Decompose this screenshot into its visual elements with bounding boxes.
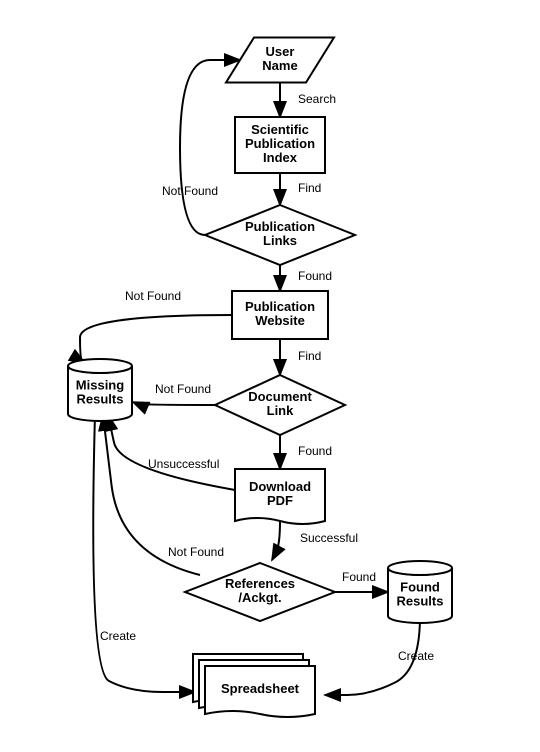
node-spreadsheet: Spreadsheet — [193, 654, 315, 717]
node-label-user_name: UserName — [262, 44, 297, 73]
node-label-missing_results: MissingResults — [76, 378, 124, 407]
svg-text:MissingResults: MissingResults — [76, 378, 124, 407]
node-found_results: FoundResults — [388, 561, 452, 623]
edge-label-e_doclink_dl: Found — [298, 444, 332, 458]
node-user_name: UserName — [226, 38, 334, 83]
flowchart-canvas: UserName ScientificPublicationIndex Public… — [0, 0, 540, 752]
node-label-spreadsheet: Spreadsheet — [221, 681, 300, 696]
node-label-found_results: FoundResults — [397, 580, 444, 609]
svg-text:FoundResults: FoundResults — [397, 580, 444, 609]
node-label-pub_website: PublicationWebsite — [245, 299, 315, 328]
edge-label-e_web_doclink: Find — [298, 349, 321, 363]
svg-text:PublicationWebsite: PublicationWebsite — [245, 299, 315, 328]
edge-e_doclink_missing — [133, 402, 215, 405]
edge-label-e_sci_publinks: Find — [298, 181, 321, 195]
edge-e_dl_missing — [108, 415, 235, 490]
edge-e_web_missing — [80, 315, 232, 363]
node-missing_results: MissingResults — [68, 359, 132, 421]
node-pub_website: PublicationWebsite — [232, 291, 328, 339]
edge-label-e_doclink_missing: Not Found — [155, 382, 211, 396]
edge-label-e_publinks_web: Found — [298, 269, 332, 283]
edge-e_publinks_user — [180, 60, 240, 235]
edge-label-e_user_sci: Search — [298, 92, 336, 106]
edge-label-e_missing_sheet: Create — [100, 629, 136, 643]
edge-label-e_dl_missing: Unsuccessful — [148, 457, 219, 471]
edge-label-e_found_sheet: Create — [398, 649, 434, 663]
svg-text:Spreadsheet: Spreadsheet — [221, 681, 300, 696]
node-pub_links: PublicationLinks — [205, 205, 355, 265]
node-download_pdf: DownloadPDF — [235, 469, 325, 524]
edge-e_dl_refs — [272, 521, 280, 560]
edge-label-e_refs_missing: Not Found — [168, 545, 224, 559]
node-refs_ackgt: References/Ackgt. — [185, 563, 335, 621]
node-doc_link: DocumentLink — [215, 375, 345, 435]
edge-label-e_refs_found: Found — [342, 570, 376, 584]
svg-text:UserName: UserName — [262, 44, 297, 73]
edge-label-e_dl_refs: Successful — [300, 531, 358, 545]
node-sci_pub_index: ScientificPublicationIndex — [235, 117, 325, 173]
edge-label-e_publinks_user: Not Found — [162, 184, 218, 198]
edge-label-e_web_missing: Not Found — [125, 289, 181, 303]
